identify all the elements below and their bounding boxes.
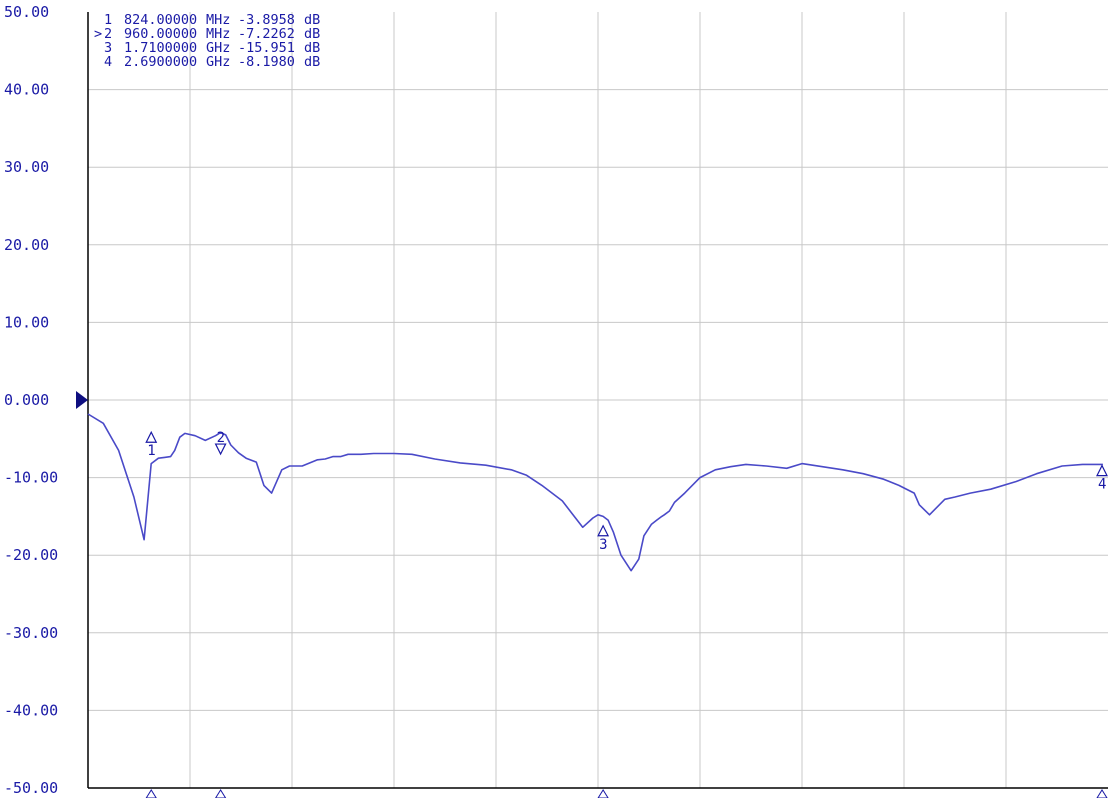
y-tick-label: 40.00 [4, 81, 49, 99]
marker-symbol [145, 430, 158, 443]
marker-readout-row: 1 824.00000 MHz -3.8958 dB [104, 12, 320, 28]
readout-unit: MHz [206, 12, 230, 28]
marker-readout-row: 4 2.6900000 GHz -8.1980 dB [104, 54, 320, 70]
y-tick-label: -20.00 [4, 546, 58, 564]
trace-line [87, 413, 1103, 572]
y-tick-label: 30.00 [4, 158, 49, 176]
marker-readout-table: 1 824.00000 MHz -3.8958 dB > 2 960.00000 MHz -7.2… [94, 12, 320, 70]
y-tick-label: 0.000 [4, 391, 49, 409]
readout-value-unit: dB [304, 54, 320, 70]
readout-freq: 2.6900000 [124, 54, 197, 70]
readout-freq: 824.00000 [124, 12, 197, 28]
marker-axis-tick [145, 789, 157, 798]
trace-layer [87, 413, 1103, 572]
readout-unit: GHz [206, 54, 230, 70]
y-tick-label: 10.00 [4, 313, 49, 331]
marker-number: 3 [599, 537, 607, 553]
plot-axes [76, 12, 1108, 789]
grid-lines [88, 12, 1108, 788]
y-tick-label: -40.00 [4, 701, 58, 719]
readout-num: 2 [104, 26, 112, 42]
readout-freq: 960.00000 [124, 26, 197, 42]
readout-unit: GHz [206, 40, 230, 56]
readout-num: 4 [104, 54, 112, 70]
marker-axis-tick [1096, 789, 1108, 798]
readout-value: -3.8958 [238, 12, 295, 28]
y-tick-label: -50.00 [4, 779, 58, 797]
marker-3: 3 [597, 524, 610, 798]
readout-value-unit: dB [304, 26, 320, 42]
readout-freq: 1.7100000 [124, 40, 197, 56]
marker-axis-tick [597, 789, 609, 798]
readout-value: -8.1980 [238, 54, 295, 70]
readout-num: 1 [104, 12, 112, 28]
marker-axis-tick [215, 789, 227, 798]
readout-active: > [94, 26, 102, 42]
marker-number: 1 [147, 443, 155, 459]
marker-readout-row: 3 1.7100000 GHz -15.951 dB [104, 40, 320, 56]
y-tick-label: -30.00 [4, 624, 58, 642]
readout-value: -7.2262 [238, 26, 295, 42]
marker-symbol [1096, 464, 1108, 477]
marker-1: 1 [145, 430, 158, 798]
marker-number: 4 [1098, 477, 1106, 493]
marker-layer: 1 2 3 4 [145, 430, 1108, 798]
y-tick-label: 50.00 [4, 3, 49, 21]
readout-value-unit: dB [304, 40, 320, 56]
y-axis-tick-labels: 50.00 40.00 30.00 20.00 10.00 0.000 -10.00 -20.… [4, 3, 58, 797]
readout-value-unit: dB [304, 12, 320, 28]
marker-2: 2 [214, 430, 227, 798]
marker-number: 2 [217, 430, 225, 446]
marker-readout-row: >2 960.00000 MHz -7.2262 dB [94, 26, 320, 42]
readout-unit: MHz [206, 26, 230, 42]
reference-level-marker [76, 391, 88, 409]
readout-value: -15.951 [238, 40, 295, 56]
y-tick-label: -10.00 [4, 469, 58, 487]
marker-symbol [214, 443, 227, 456]
marker-symbol [597, 524, 610, 537]
y-tick-label: 20.00 [4, 236, 49, 254]
marker-4: 4 [1096, 464, 1108, 798]
readout-num: 3 [104, 40, 112, 56]
